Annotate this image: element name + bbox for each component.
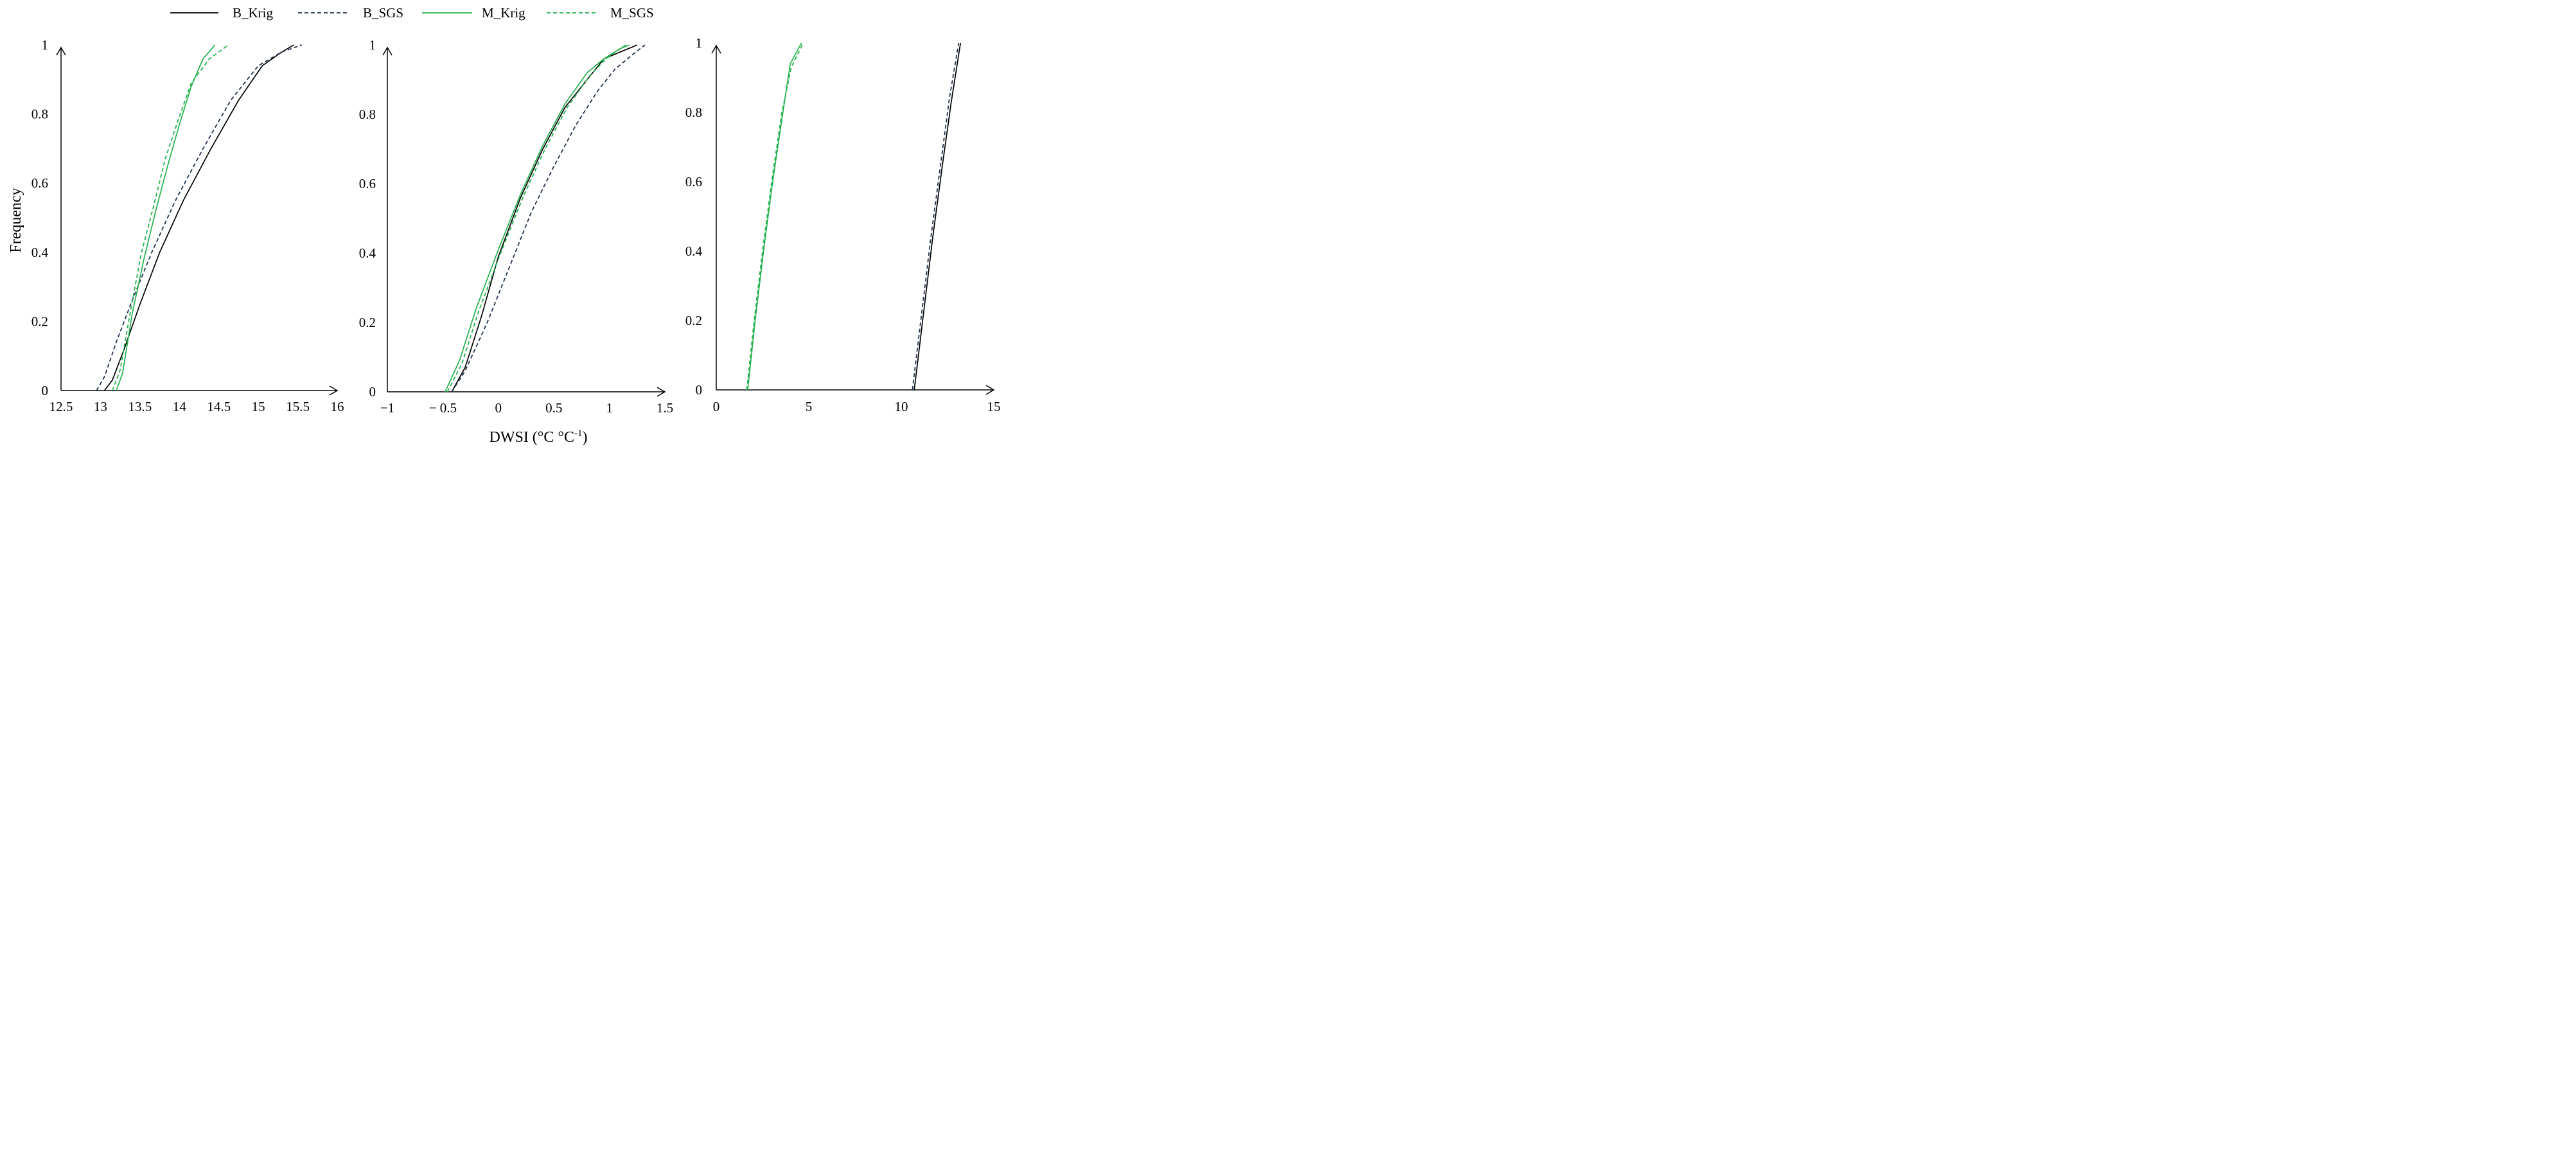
legend-entry-m-sgs: M_SGS [547,5,654,21]
x-tick-label: 0 [495,400,502,416]
series-line-m-krig [445,44,630,392]
x-axis-title-close: ) [583,429,588,446]
legend-entry-m-krig: M_Krig [422,5,525,21]
series-line-b-sgs [451,44,646,392]
y-tick-label: 0.2 [359,315,376,330]
y-tick-label: 1 [696,35,703,51]
y-tick-label: 0.2 [685,313,702,328]
axes [711,44,995,395]
y-axis-arrow-icon [711,44,721,54]
y-axis-arrow-icon [56,46,66,56]
dwsi-frequency-figure: B_Krig B_SGS M_Krig M_SGS 0 0.2 0.4 0.6 0.8 1 12.… [8,5,1001,446]
x-tick-label: − 0.5 [429,400,457,416]
y-axis-title: Frequency [8,188,24,252]
series-line-b-sgs [96,44,302,391]
y-tick-label: 0.4 [31,245,49,260]
x-axis-arrow-icon [329,385,339,396]
y-tick-label: 0.8 [359,107,376,122]
legend-label: M_SGS [610,5,654,21]
y-tick-label: 1 [369,37,376,53]
y-axis-arrow-icon [382,46,393,56]
y-tick-label: 0 [696,382,703,398]
y-tick-label: 0.6 [31,175,48,191]
x-tick-label: 13.5 [128,399,152,414]
series-line-b-krig [913,42,962,391]
chart-panel-3: 00.20.40.60.810 5 10 15 [685,35,1001,414]
y-tick-label: 0.6 [359,176,376,191]
x-tick-label: 14.5 [207,399,231,414]
x-tick-label: 1 [606,400,613,416]
x-tick-label: 12.5 [49,399,73,414]
x-tick-label: 1.5 [657,400,673,416]
y-tick-label: 0.4 [685,243,703,259]
legend-label: B_SGS [363,5,403,21]
series-line-m-krig [747,42,802,391]
series-line-m-sgs [112,44,229,391]
y-tick-label: 0.8 [31,107,48,122]
x-tick-label: 5 [806,399,813,414]
x-tick-label: 15 [252,399,265,414]
chart-panel-1: 0 0.2 0.4 0.6 0.8 1 12.5 13 13.5 14 14.5 15 15.5 16 [31,37,344,414]
x-tick-label: 0 [713,399,720,414]
x-tick-label: 16 [331,399,344,414]
legend-label: M_Krig [482,5,525,21]
x-tick-label: 10 [895,399,908,414]
x-axis-arrow-icon [985,385,995,395]
series-line-m-sgs [446,44,626,392]
y-tick-label: 0.2 [31,313,48,329]
legend-label: B_Krig [233,5,274,21]
legend-entry-b-sgs: B_SGS [298,5,403,21]
series-line-b-krig [103,44,294,391]
y-tick-label: 1 [42,37,49,53]
axes [56,46,339,396]
series-line-m-krig [116,44,216,391]
legend: B_Krig B_SGS M_Krig M_SGS [170,5,654,21]
x-tick-label: 13 [94,399,107,414]
series-line-b-sgs [912,42,960,391]
x-tick-label: 15 [987,399,1001,414]
x-axis-title: DWSI (°C °C-1) [489,428,587,446]
y-tick-label: 0 [369,384,376,400]
y-tick-label: 0.6 [685,174,702,189]
legend-entry-b-krig: B_Krig [170,5,274,21]
y-tick-label: 0.4 [359,245,376,261]
x-tick-label: 15.5 [286,399,310,414]
x-axis-title-main: DWSI (°C °C [489,429,574,446]
x-axis-arrow-icon [657,387,666,397]
x-tick-label: 0.5 [545,400,562,416]
x-tick-label: 14 [173,399,187,414]
series-line-m-sgs [746,42,804,391]
x-tick-label: −1 [380,400,394,416]
y-tick-label: 0.8 [685,105,702,120]
chart-panel-2: 0 0.2 0.4 0.6 0.8 1 −1 − 0.5 0 0.5 1 1.5 [359,37,673,416]
y-tick-label: 0 [42,383,49,398]
figure: B_Krig B_SGS M_Krig M_SGS 0 0.2 0.4 0.6 0.8 1 12.… [0,0,1007,451]
axes [382,46,666,397]
x-axis-title-superscript: -1 [574,428,583,439]
